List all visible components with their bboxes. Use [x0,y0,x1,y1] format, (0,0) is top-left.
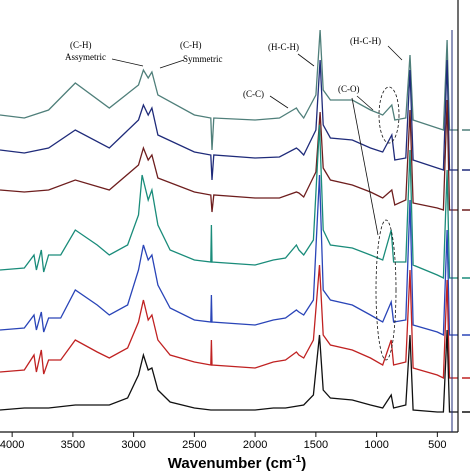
arrow-co [356,95,374,111]
x-tick-label-4000: 4000 [0,439,24,451]
x-tick-label-2500: 2500 [182,439,206,451]
arrow-hch1 [297,53,315,67]
annotation-assymetric: Assymetric [65,52,106,62]
x-tick-label-3000: 3000 [121,439,145,451]
spectrum-line-7 [0,329,458,413]
annotation-hch1: (H-C-H) [268,42,299,52]
arrow-sym [159,59,185,69]
spectrum-line-5 [0,174,458,337]
annotation-ch2: (C-H) [180,40,202,50]
annotation-hch2: (H-C-H) [350,36,381,46]
x-axis: 4000 3500 3000 2500 2000 1500 1000 500 [0,0,459,451]
annotation-layer: (C-H) Assymetric (C-H) Symmetric (H-C-H)… [65,36,403,361]
arrow-assym [111,58,144,67]
annotation-cc: (C-C) [243,89,264,99]
annotation-symmetric: Symmetric [183,54,223,64]
series-layer [0,29,470,413]
co-highlight-top [378,86,400,144]
x-tick-label-2000: 2000 [243,439,267,451]
spectrum-line-6 [0,264,458,380]
arrow-co-long [351,97,379,236]
co-highlight-bottom [375,219,397,361]
arrow-cc [269,95,289,109]
arrow-hch2 [387,45,403,61]
x-tick-label-1500: 1500 [304,439,328,451]
x-tick-label-3500: 3500 [61,439,85,451]
x-tick-label-1000: 1000 [364,439,388,451]
spectrum-line-2 [0,59,458,181]
x-axis-label: Wavenumber (cm-1) [168,454,306,472]
spectrum-line-3 [0,99,458,213]
annotation-co: (C-O) [338,84,360,94]
spectrum-line-4 [0,124,458,280]
annotation-ch1: (C-H) [70,40,92,50]
x-tick-label-500: 500 [428,439,446,451]
spectrum-line-1 [0,29,458,151]
